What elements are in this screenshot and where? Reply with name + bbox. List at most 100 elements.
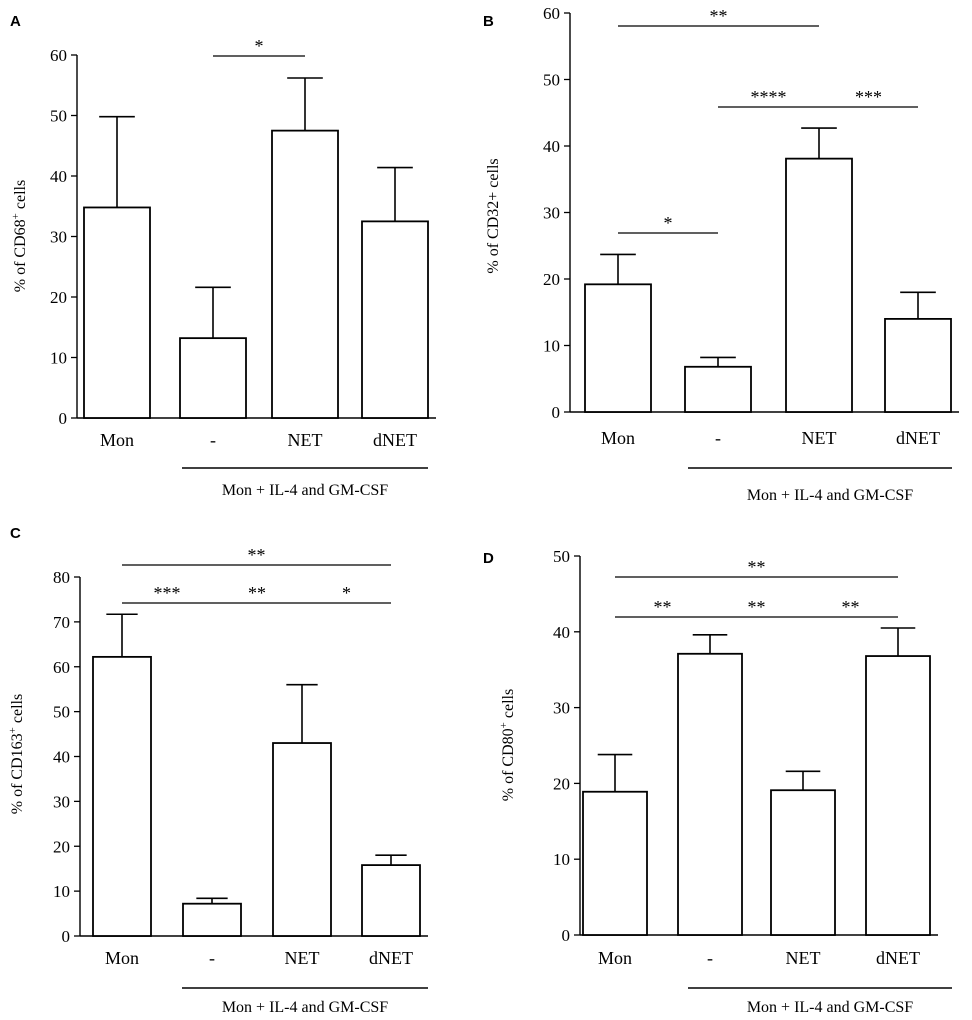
y-axis-label: % of CD163+ cells <box>7 694 26 814</box>
significance-label-3: * <box>664 213 673 233</box>
group-label: Mon + IL-4 and GM-CSF <box>747 999 913 1016</box>
bar-0 <box>92 655 152 937</box>
y-tick-label: 50 <box>543 71 560 90</box>
y-axis-label-sup: + <box>7 727 19 733</box>
significance-label-2: ** <box>248 583 266 603</box>
y-tick-label: 60 <box>543 4 560 23</box>
panel-letter: A <box>10 13 21 30</box>
y-tick-label: 0 <box>62 927 71 946</box>
bar-3 <box>865 655 931 936</box>
category-label-2: NET <box>802 428 837 448</box>
y-tick-label: 40 <box>53 748 70 767</box>
y-axis-label-main: % of CD163 <box>9 733 26 814</box>
panel-b: B 0 10 20 30 40 50 60 % of CD32+ cells Mon - NET dNE… <box>483 4 959 504</box>
y-tick-label: 0 <box>59 409 68 428</box>
panel-letter: D <box>483 550 494 567</box>
y-tick-label: 50 <box>553 547 570 566</box>
panel-d: D 0 10 20 30 40 50 % of CD80+ cells Mon - NET dNET M… <box>483 547 952 1016</box>
y-tick-label: 30 <box>553 699 570 718</box>
y-axis-label: % of CD68+ cells <box>10 180 29 292</box>
category-label-3: dNET <box>896 428 940 448</box>
y-tick-label: 40 <box>553 623 570 642</box>
bar-1 <box>179 337 247 419</box>
y-tick-label: 70 <box>53 613 70 632</box>
y-tick-label: 10 <box>543 337 560 356</box>
y-tick-label: 60 <box>53 658 70 677</box>
y-tick-label: 10 <box>53 882 70 901</box>
category-label-1: - <box>707 948 713 968</box>
category-label-2: NET <box>786 948 821 968</box>
bar-3 <box>361 220 429 419</box>
category-label-1: - <box>715 428 721 448</box>
y-tick-label: 30 <box>50 228 67 247</box>
y-axis-label-sup: + <box>498 722 510 728</box>
y-tick-label: 0 <box>562 926 571 945</box>
y-tick-label: 30 <box>53 792 70 811</box>
y-tick-label: 20 <box>553 774 570 793</box>
significance-label-0: * <box>255 36 264 56</box>
panel-letter: C <box>10 525 21 542</box>
category-label-0: Mon <box>601 428 635 448</box>
bar-2 <box>770 789 836 936</box>
y-tick-label: 50 <box>50 107 67 126</box>
bar-1 <box>677 652 743 936</box>
bar-3 <box>361 864 421 937</box>
category-label-0: Mon <box>105 948 139 968</box>
significance-label-3: ** <box>842 597 860 617</box>
bar-0 <box>83 206 151 419</box>
y-axis-label: % of CD32+ cells <box>485 158 502 273</box>
y-axis-label-main: % of CD68 <box>12 219 29 292</box>
significance-label-0: ** <box>248 545 266 565</box>
y-tick-label: 10 <box>553 850 570 869</box>
panel-a: A 0 10 20 30 40 50 60 % of CD68+ cells Mon - NET dNE… <box>10 13 436 499</box>
y-tick-label: 30 <box>543 204 560 223</box>
category-label-3: dNET <box>369 948 413 968</box>
bar-2 <box>785 157 853 413</box>
group-label: Mon + IL-4 and GM-CSF <box>747 487 913 504</box>
group-label: Mon + IL-4 and GM-CSF <box>222 482 388 499</box>
y-axis-label-end: cells <box>12 180 29 213</box>
y-tick-label: 40 <box>50 167 67 186</box>
bar-0 <box>582 790 648 936</box>
panel-letter: B <box>483 13 494 30</box>
category-label-0: Mon <box>598 948 632 968</box>
category-label-3: dNET <box>876 948 920 968</box>
category-label-2: NET <box>285 948 320 968</box>
bar-2 <box>271 129 339 419</box>
bar-1 <box>182 902 242 937</box>
significance-label-1: ** <box>654 597 672 617</box>
y-tick-label: 0 <box>552 403 561 422</box>
significance-label-2: *** <box>855 87 882 107</box>
y-tick-label: 40 <box>543 137 560 156</box>
category-label-3: dNET <box>373 430 417 450</box>
significance-label-0: ** <box>748 557 766 577</box>
y-tick-label: 20 <box>50 288 67 307</box>
y-axis-label-main: % of CD32+ cells <box>485 158 502 273</box>
y-tick-label: 20 <box>543 270 560 289</box>
significance-label-1: **** <box>751 87 787 107</box>
bar-1 <box>684 365 752 413</box>
y-axis-label-sup: + <box>10 213 22 219</box>
bar-3 <box>884 317 952 413</box>
significance-label-3: * <box>342 583 351 603</box>
significance-label-0: ** <box>710 6 728 26</box>
y-axis-label-end: cells <box>9 694 26 727</box>
y-axis-label-main: % of CD80 <box>500 728 517 801</box>
category-label-2: NET <box>288 430 323 450</box>
y-tick-label: 60 <box>50 46 67 65</box>
category-label-1: - <box>209 948 215 968</box>
y-axis-label: % of CD80+ cells <box>498 689 517 801</box>
panel-c: C 0 10 20 30 40 50 60 70 80 % of CD163+ cells Mon - N… <box>7 525 428 1016</box>
category-label-0: Mon <box>100 430 134 450</box>
y-tick-label: 20 <box>53 837 70 856</box>
y-tick-label: 10 <box>50 349 67 368</box>
y-tick-label: 80 <box>53 568 70 587</box>
group-label: Mon + IL-4 and GM-CSF <box>222 999 388 1016</box>
category-label-1: - <box>210 430 216 450</box>
y-axis-label-end: cells <box>500 689 517 722</box>
significance-label-1: *** <box>154 583 181 603</box>
bar-0 <box>584 283 652 413</box>
bar-2 <box>272 742 332 937</box>
y-tick-label: 50 <box>53 703 70 722</box>
